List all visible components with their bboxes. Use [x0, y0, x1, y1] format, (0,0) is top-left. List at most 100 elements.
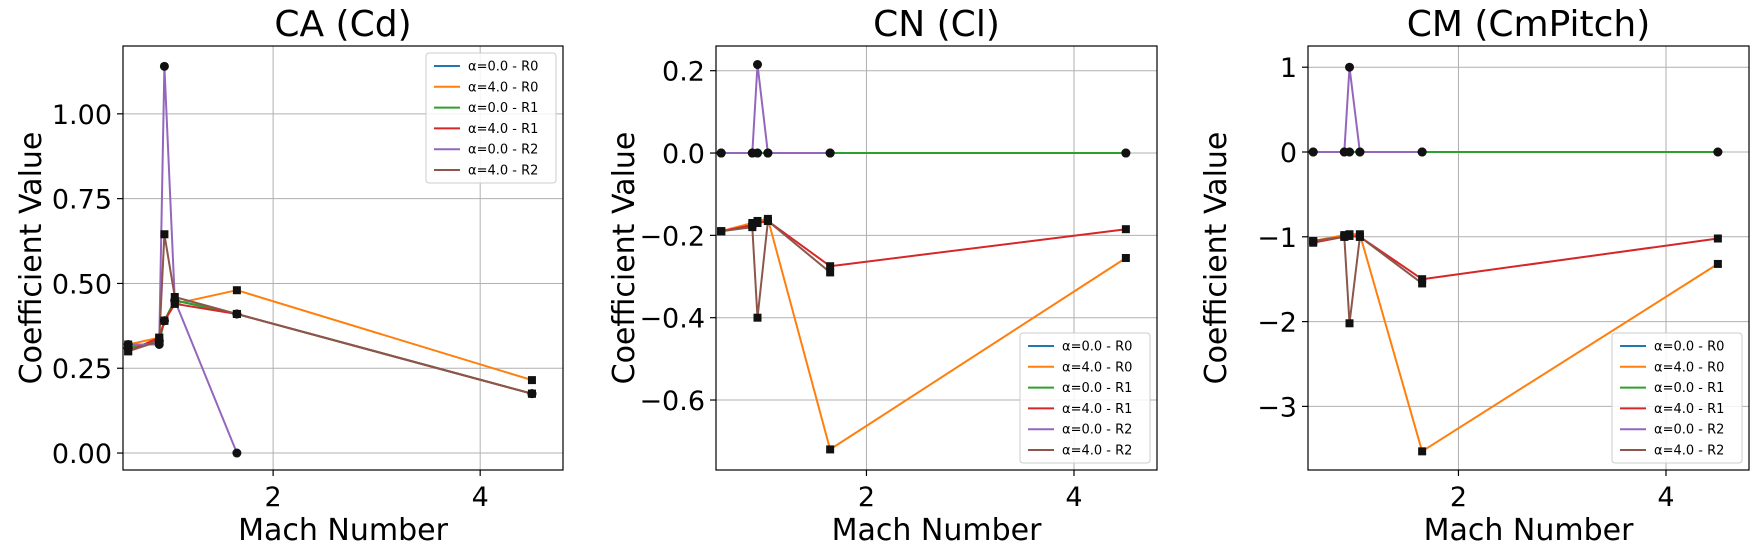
- series-line: [128, 65, 238, 454]
- legend-label: α=4.0 - R2: [1654, 444, 1724, 459]
- y-tick-label: 0.00: [52, 439, 112, 470]
- series-line: [721, 63, 831, 154]
- data-marker: [753, 60, 763, 70]
- data-marker: [1418, 447, 1427, 456]
- data-marker: [1340, 232, 1349, 241]
- legend-label: α=0.0 - R0: [1062, 340, 1132, 355]
- x-axis-label: Mach Number: [832, 513, 1042, 548]
- data-marker: [717, 227, 726, 236]
- data-marker: [1121, 225, 1130, 234]
- y-tick-label: −3: [1257, 392, 1297, 423]
- x-tick-label: 4: [1065, 482, 1082, 513]
- data-marker: [155, 337, 164, 346]
- data-marker: [160, 230, 169, 239]
- subplot-2: 2 4 −0.6 −0.4 −0.2 0.0 0.2 CN (Cl) Mach Number Co…: [607, 4, 1158, 548]
- x-tick-label: 2: [265, 482, 282, 513]
- legend-label: α=0.0 - R2: [1062, 423, 1132, 438]
- x-tick-label: 2: [858, 482, 875, 513]
- y-tick-label: −0.2: [639, 221, 705, 252]
- data-marker: [1355, 147, 1365, 157]
- subplot-3: 2 4 −3 −2 −1 0 1 CM (CmPitch) Mach Number Coeffic…: [1199, 4, 1750, 548]
- data-marker: [747, 148, 757, 158]
- data-marker: [1339, 147, 1349, 157]
- series-line: [127, 299, 533, 395]
- data-marker: [1308, 147, 1318, 157]
- x-axis-label: Mach Number: [1424, 513, 1634, 548]
- data-marker: [748, 223, 757, 232]
- y-tick-label: 0.25: [52, 354, 112, 385]
- series-line: [127, 299, 533, 395]
- data-marker: [825, 148, 835, 158]
- data-marker: [170, 293, 179, 302]
- x-tick-label: 4: [1657, 482, 1674, 513]
- y-axis-label: Coefficient Value: [1199, 132, 1234, 385]
- data-marker: [763, 216, 772, 225]
- data-marker: [527, 389, 536, 398]
- legend-label: α=4.0 - R0: [1654, 360, 1724, 375]
- series-line: [720, 217, 1127, 451]
- data-marker: [753, 219, 762, 228]
- data-marker: [232, 448, 242, 458]
- data-marker: [716, 148, 726, 158]
- data-marker: [763, 148, 773, 158]
- axes-frame: [715, 45, 1158, 471]
- data-marker: [1713, 147, 1723, 157]
- legend-label: α=0.0 - R0: [1654, 340, 1724, 355]
- legend-label: α=0.0 - R1: [468, 101, 538, 116]
- data-marker: [1418, 275, 1427, 284]
- axes-frame: [1307, 45, 1750, 471]
- chart-title: CM (CmPitch): [1407, 4, 1651, 45]
- legend-box: [425, 52, 557, 184]
- y-tick-label: −0.4: [639, 304, 705, 335]
- legend-label: α=0.0 - R2: [468, 143, 538, 158]
- series-line: [1313, 235, 1719, 281]
- data-marker: [1418, 279, 1427, 288]
- data-marker: [159, 61, 169, 71]
- legend-label: α=0.0 - R2: [1654, 423, 1724, 438]
- series-line: [1313, 235, 1423, 325]
- series-line: [721, 220, 1127, 268]
- legend-box: [1611, 332, 1743, 464]
- legend-label: α=4.0 - R2: [468, 164, 538, 179]
- data-marker: [826, 445, 835, 454]
- legend-label: α=4.0 - R0: [1062, 360, 1132, 375]
- data-marker: [753, 313, 762, 322]
- data-marker: [826, 268, 835, 277]
- y-tick-label: −0.6: [639, 386, 705, 417]
- y-tick-label: −1: [1257, 223, 1297, 254]
- legend-label: α=0.0 - R0: [468, 60, 538, 75]
- data-marker: [232, 309, 241, 318]
- data-marker: [1121, 148, 1131, 158]
- data-marker: [1355, 232, 1364, 241]
- data-marker: [1309, 237, 1318, 246]
- x-tick-label: 2: [1450, 482, 1467, 513]
- y-tick-label: 1.00: [52, 100, 112, 131]
- y-axis-label: Coefficient Value: [607, 132, 642, 385]
- y-tick-label: 0.50: [52, 269, 112, 300]
- data-marker: [1121, 254, 1130, 262]
- legend-box: [1019, 332, 1151, 464]
- data-marker: [1345, 231, 1354, 240]
- subplot-1: 2 4 0.00 0.25 0.50 0.75 1.00 CA (Cd) Mach Number…: [14, 4, 564, 548]
- legend-label: α=4.0 - R0: [468, 80, 538, 95]
- chart-title: CA (Cd): [274, 4, 411, 45]
- chart-title: CN (Cl): [873, 4, 1000, 45]
- data-marker: [124, 347, 133, 356]
- legend-label: α=4.0 - R2: [1062, 444, 1132, 459]
- axes-frame: [122, 45, 564, 471]
- data-marker: [1345, 319, 1354, 328]
- y-tick-label: 0: [1280, 138, 1297, 169]
- x-tick-label: 4: [472, 482, 489, 513]
- data-marker: [232, 286, 241, 295]
- legend-label: α=0.0 - R1: [1654, 381, 1724, 396]
- series-line: [127, 233, 533, 395]
- y-tick-label: 1: [1280, 53, 1297, 84]
- data-marker: [826, 262, 835, 271]
- y-tick-label: 0.0: [662, 139, 705, 170]
- data-marker: [1417, 147, 1427, 157]
- legend-label: α=4.0 - R1: [1654, 402, 1724, 417]
- data-marker: [123, 339, 133, 349]
- y-axis-label: Coefficient Value: [14, 132, 49, 385]
- series-line: [127, 302, 533, 395]
